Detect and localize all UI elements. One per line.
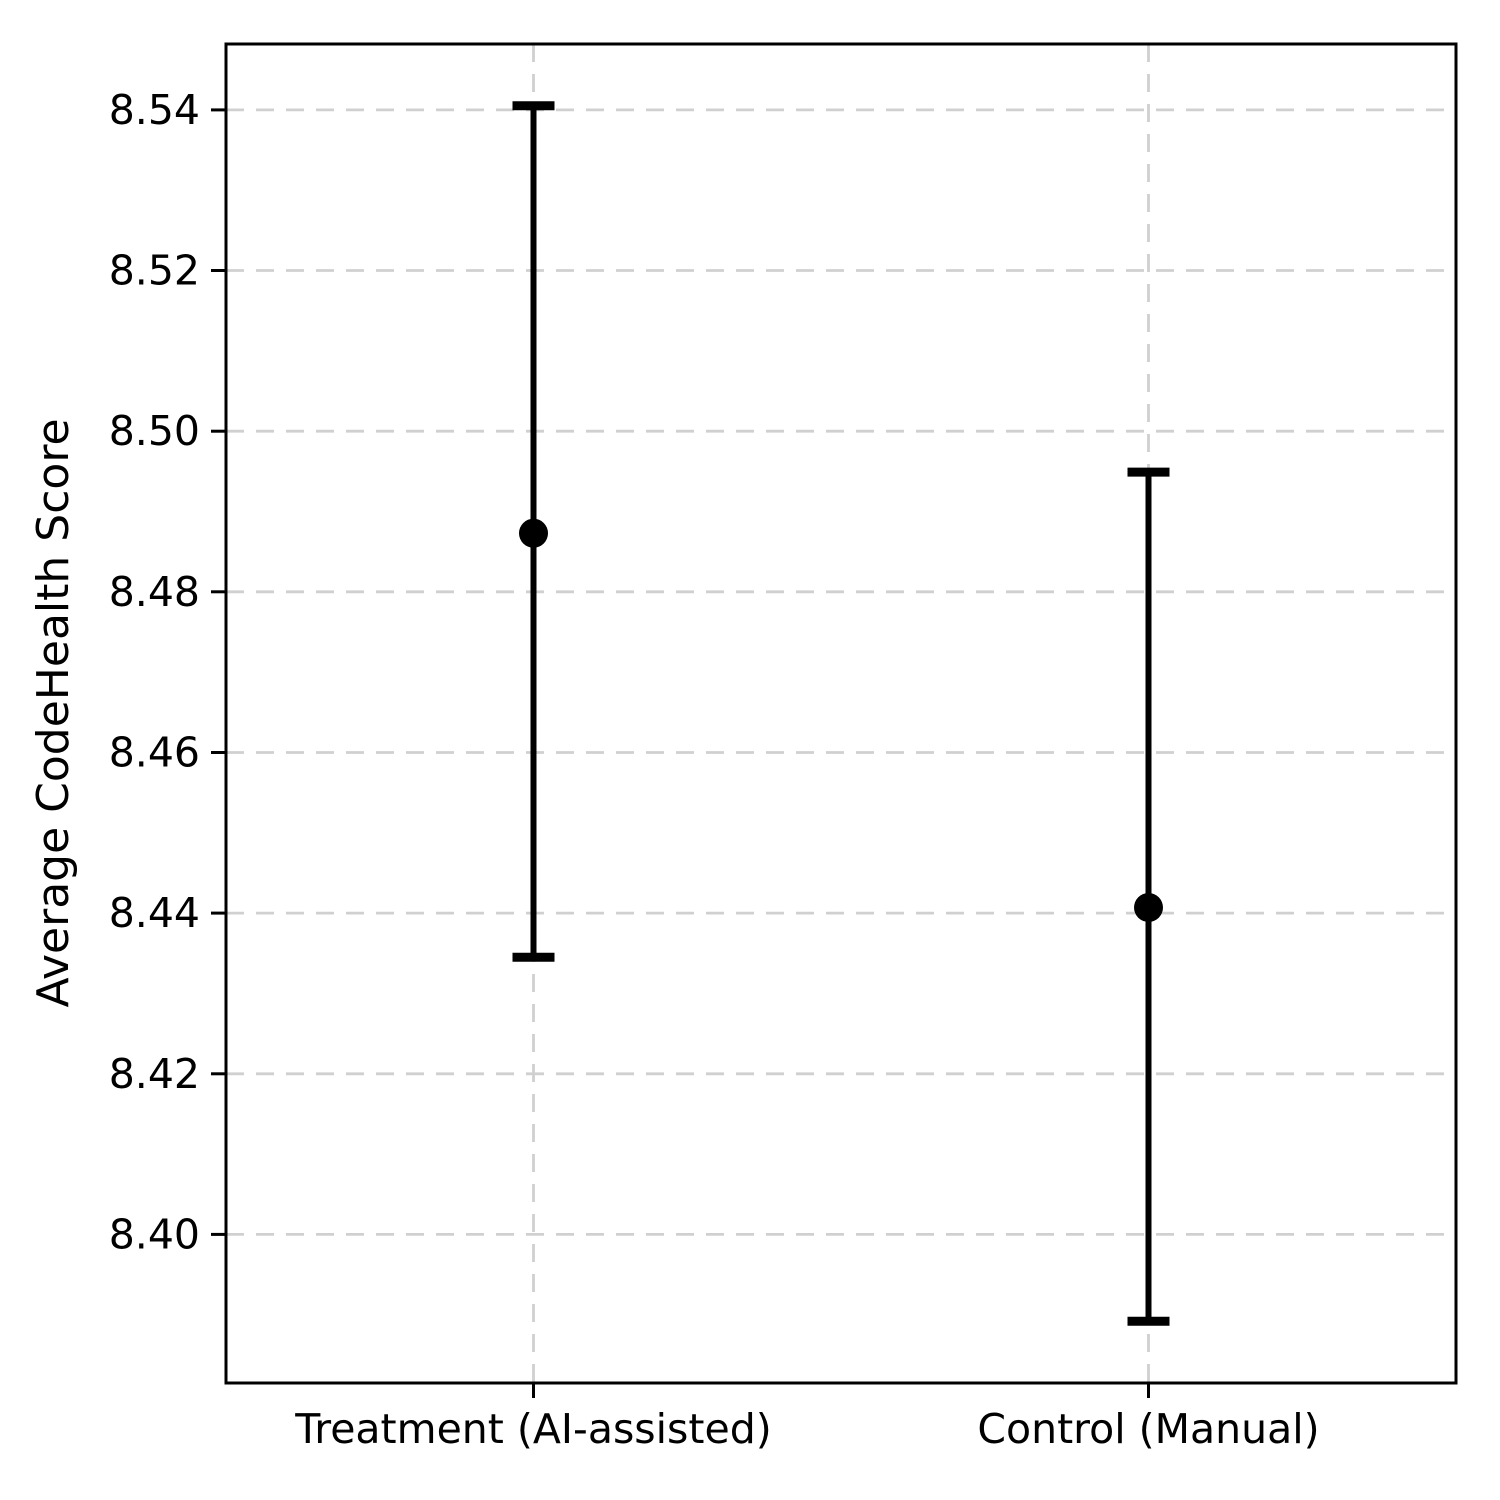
- mean-marker: [519, 518, 548, 548]
- y-tick-label: 8.54: [109, 86, 200, 134]
- y-tick-label: 8.46: [109, 729, 200, 777]
- y-tick-label: 8.44: [109, 889, 200, 937]
- y-tick-label: 8.48: [109, 568, 200, 616]
- y-tick-label: 8.50: [109, 407, 200, 455]
- plot-border: [224, 42, 1458, 1385]
- x-tick-label: Treatment (AI-assisted): [294, 1405, 772, 1453]
- mean-marker: [1134, 893, 1163, 922]
- x-tick-label: Control (Manual): [977, 1405, 1319, 1453]
- grid-layer: [226, 44, 1456, 1383]
- y-tick-label: 8.52: [109, 247, 200, 295]
- y-tick-label: 8.40: [109, 1210, 200, 1258]
- y-tick-label: 8.42: [109, 1050, 200, 1098]
- axis-layer: 8.40 8.42 8.44 8.46 8.48 8.50 8.52 8.54 Treatmen…: [109, 42, 1458, 1453]
- y-axis-label: Average CodeHealth Score: [28, 418, 79, 1007]
- data-layer: [512, 101, 1170, 1326]
